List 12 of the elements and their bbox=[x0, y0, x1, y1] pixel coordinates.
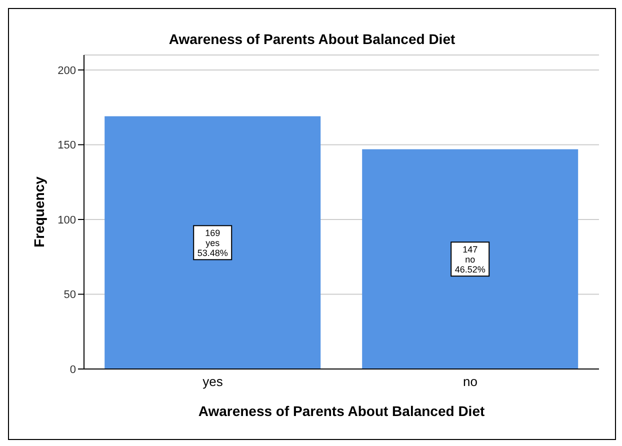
x-tick-label: no bbox=[463, 374, 478, 390]
y-axis-title: Frequency bbox=[30, 176, 47, 248]
x-tick-label: yes bbox=[202, 374, 224, 390]
y-tick-label: 100 bbox=[58, 214, 76, 226]
chart-title: Awareness of Parents About Balanced Diet bbox=[168, 31, 456, 47]
y-tick-label: 150 bbox=[58, 140, 76, 152]
x-axis-title: Awareness of Parents About Balanced Diet bbox=[198, 403, 485, 419]
data-label: 169 yes 53.48% bbox=[197, 228, 228, 258]
data-label: 147 no 46.52% bbox=[454, 244, 486, 275]
y-tick-label: 200 bbox=[58, 64, 76, 77]
y-tick-label: 50 bbox=[64, 289, 76, 302]
y-tick-label: 0 bbox=[70, 364, 76, 376]
